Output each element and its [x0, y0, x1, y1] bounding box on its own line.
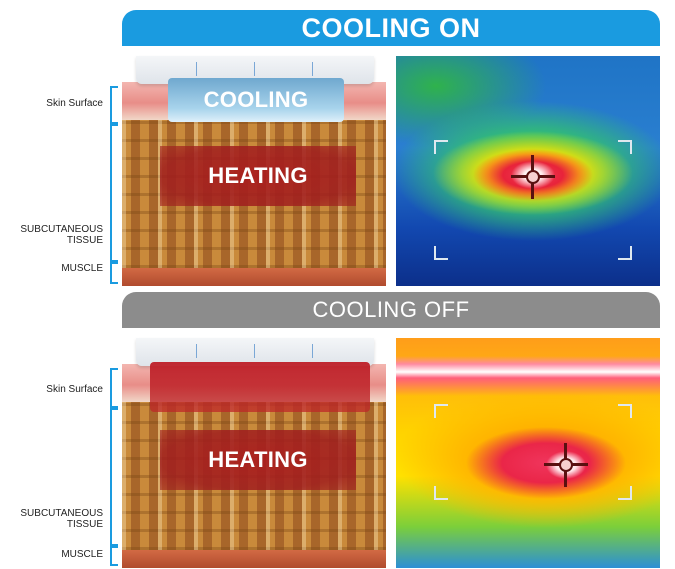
muscle-layer — [122, 550, 386, 568]
cooling-zone: COOLING — [168, 78, 344, 122]
muscle-layer — [122, 268, 386, 286]
skin-surface-label: Skin Surface — [46, 384, 103, 395]
skin-surface-label: Skin Surface — [46, 98, 103, 109]
muscle-label: MUSCLE — [61, 263, 103, 274]
heating-zone: HEATING — [160, 146, 356, 206]
subcutaneous-bracket — [110, 124, 120, 262]
crosshair-icon — [544, 443, 588, 487]
muscle-bracket — [110, 262, 120, 284]
subcutaneous-bracket — [110, 408, 120, 546]
subcutaneous-label: SUBCUTANEOUS TISSUE — [20, 508, 103, 530]
heating-zone: HEATING — [160, 430, 356, 490]
muscle-label: MUSCLE — [61, 549, 103, 560]
skin-bracket — [110, 368, 120, 408]
thermal-image-cooling-off — [396, 338, 660, 568]
applicator-device — [136, 338, 374, 366]
subcutaneous-label: SUBCUTANEOUS TISSUE — [20, 224, 103, 246]
cooling-on-banner: COOLING ON — [122, 10, 660, 46]
skin-bracket — [110, 86, 120, 124]
thermal-image-cooling-on — [396, 56, 660, 286]
skin-heating-zone — [150, 362, 370, 412]
crosshair-icon — [511, 155, 555, 199]
muscle-bracket — [110, 546, 120, 566]
cooling-off-banner: COOLING OFF — [122, 292, 660, 328]
